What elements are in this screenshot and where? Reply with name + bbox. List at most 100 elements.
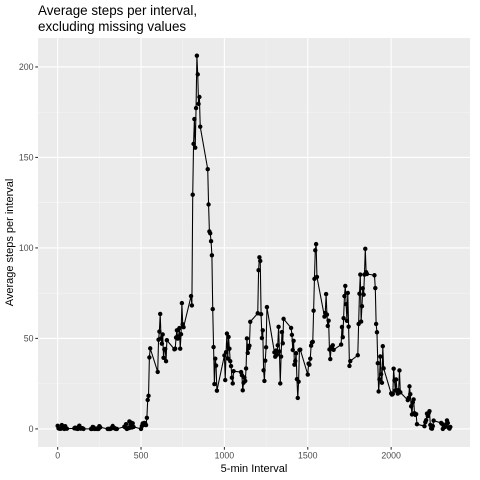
data-point — [114, 426, 120, 432]
data-point — [244, 336, 250, 341]
data-point — [373, 285, 378, 291]
x-tick-label: 1500 — [298, 451, 318, 461]
data-point — [163, 346, 168, 352]
data-point — [188, 293, 194, 299]
data-point — [397, 368, 402, 373]
data-point — [260, 328, 265, 333]
data-point — [97, 425, 103, 430]
data-point — [345, 290, 350, 296]
data-point — [155, 369, 160, 375]
data-point — [190, 192, 195, 197]
data-point — [160, 332, 165, 337]
data-point — [346, 324, 351, 329]
data-point — [379, 380, 385, 385]
data-point — [278, 354, 284, 359]
data-point — [390, 391, 395, 397]
data-point — [374, 330, 380, 335]
data-point — [358, 319, 364, 324]
data-point — [326, 318, 331, 323]
data-point — [308, 356, 313, 361]
data-point — [211, 344, 216, 350]
data-point — [191, 141, 196, 147]
chart-subtitle: excluding missing values — [38, 19, 187, 34]
data-point — [422, 423, 427, 429]
data-point — [277, 349, 282, 354]
y-tick-label: 0 — [29, 424, 34, 434]
x-axis-title: 5-min Interval — [221, 463, 288, 475]
data-point — [243, 378, 248, 384]
data-point — [328, 356, 333, 362]
data-point — [146, 393, 151, 398]
data-point — [196, 101, 201, 107]
data-point — [130, 421, 135, 426]
data-point — [413, 412, 419, 417]
data-point — [231, 368, 236, 374]
chart-title-block: Average steps per interval, excluding mi… — [38, 3, 458, 35]
data-point — [258, 311, 264, 317]
y-axis: 0 50 100 150 200 — [19, 62, 38, 434]
data-point — [262, 378, 267, 384]
data-point — [295, 395, 300, 401]
data-point — [313, 248, 318, 253]
data-point — [206, 202, 211, 207]
data-point — [248, 319, 253, 324]
data-point — [228, 359, 233, 364]
data-point — [445, 420, 451, 426]
data-point — [264, 304, 270, 310]
y-tick-label: 150 — [19, 153, 34, 163]
data-point — [257, 255, 262, 260]
data-point — [197, 94, 202, 100]
data-point — [255, 311, 260, 316]
data-point — [439, 421, 445, 427]
data-point — [323, 291, 329, 297]
data-point — [213, 356, 218, 361]
data-point — [408, 404, 414, 409]
data-point — [192, 116, 197, 122]
data-point — [227, 346, 232, 351]
x-tick-label: 0 — [55, 451, 60, 461]
data-point — [259, 335, 265, 341]
data-point — [414, 422, 420, 427]
data-point — [243, 366, 249, 371]
data-point — [229, 375, 235, 380]
data-point — [289, 332, 295, 338]
data-point — [296, 379, 301, 384]
data-point — [245, 350, 250, 356]
data-point — [81, 426, 86, 432]
data-point — [391, 366, 396, 371]
data-point — [378, 354, 383, 359]
data-point — [143, 422, 149, 428]
data-point — [381, 366, 386, 371]
data-point — [340, 334, 345, 340]
data-point — [280, 341, 285, 346]
y-tick-label: 100 — [19, 243, 34, 253]
data-point — [179, 300, 185, 306]
data-point — [406, 395, 411, 400]
data-point — [193, 105, 199, 111]
data-point — [359, 304, 365, 309]
data-point — [177, 325, 182, 331]
data-point — [378, 372, 384, 377]
data-point — [278, 381, 283, 386]
data-point — [275, 343, 280, 348]
x-axis: 0 500 1000 1500 2000 — [55, 447, 401, 461]
data-point — [163, 359, 169, 364]
data-point — [324, 312, 330, 317]
data-point — [212, 381, 217, 387]
data-point — [330, 343, 335, 348]
data-point — [358, 272, 363, 277]
data-point — [293, 351, 299, 356]
data-point — [205, 167, 210, 172]
data-point — [308, 343, 314, 348]
data-point — [123, 422, 129, 427]
x-tick-label: 1000 — [215, 451, 235, 461]
data-point — [393, 377, 399, 382]
data-point — [360, 286, 365, 291]
data-point — [173, 346, 178, 351]
x-tick-label: 500 — [134, 451, 149, 461]
data-point — [281, 316, 286, 322]
data-point — [242, 375, 247, 380]
points-layer — [55, 53, 453, 432]
data-point — [372, 273, 377, 278]
data-point — [161, 355, 166, 360]
